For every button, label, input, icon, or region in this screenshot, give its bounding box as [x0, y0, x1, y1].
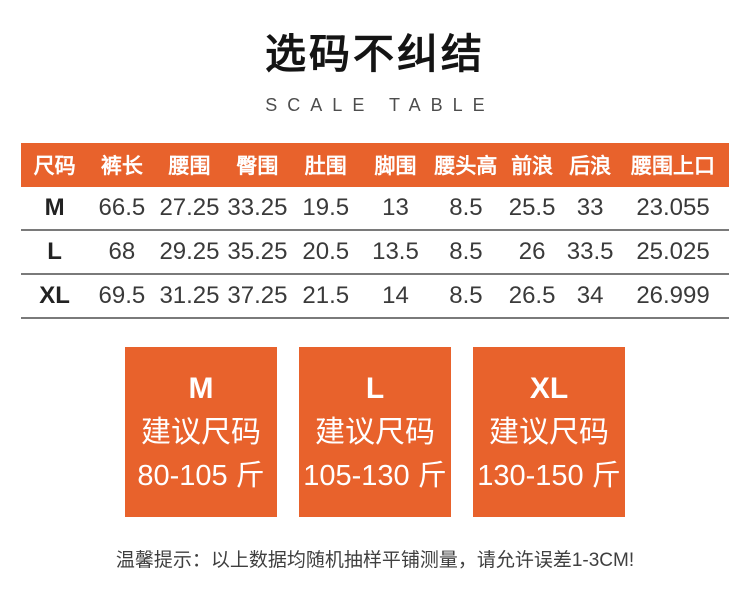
card-weight-range: 130-150 斤 — [477, 459, 621, 492]
card-size-label: XL — [529, 371, 569, 405]
table-cell: 37.25 — [223, 274, 292, 319]
column-header: 肚围 — [291, 143, 361, 187]
card-size-label: M — [188, 371, 214, 405]
table-cell: 21.5 — [291, 274, 361, 319]
column-header: 后浪 — [563, 143, 618, 187]
column-header: 腰围上口 — [617, 143, 729, 187]
row-size-label: L — [21, 230, 89, 275]
table-cell: 20.5 — [291, 230, 361, 275]
table-cell: 26.999 — [617, 274, 729, 319]
card-suggest-label: 建议尺码 — [489, 415, 609, 449]
size-table-body: M 66.5 27.25 33.25 19.5 13 8.5 25.5 33 23.055 L 68 2… — [21, 187, 729, 319]
size-recommendation-card: L 建议尺码 105-130 斤 — [299, 347, 451, 517]
table-cell: 27.25 — [155, 187, 224, 231]
column-header: 裤长 — [88, 143, 156, 187]
table-cell: 33.5 — [563, 230, 618, 275]
column-header: 脚围 — [360, 143, 431, 187]
card-weight-range: 80-105 斤 — [137, 459, 265, 492]
table-cell: 23.055 — [617, 187, 729, 231]
table-cell: 31.25 — [155, 274, 224, 319]
table-cell: 25.5 — [500, 187, 564, 231]
table-cell: 13.5 — [360, 230, 431, 275]
card-suggest-label: 建议尺码 — [141, 415, 261, 449]
size-table: 尺码 裤长 腰围 臀围 肚围 脚围 腰头高 前浪 后浪 腰围上口 M 66.5 27.25 33.25 1… — [21, 143, 729, 319]
table-cell: 25.025 — [617, 230, 729, 275]
page-subtitle: SCALE TABLE — [0, 95, 750, 116]
size-table-header-row: 尺码 裤长 腰围 臀围 肚围 脚围 腰头高 前浪 后浪 腰围上口 — [21, 143, 729, 187]
page-title: 选码不纠结 — [265, 31, 485, 77]
table-cell: 29.25 — [155, 230, 224, 275]
table-cell: 26 — [500, 230, 564, 275]
size-recommendation-cards: M 建议尺码 80-105 斤 L 建议尺码 105-130 斤 XL 建议尺码 130-150… — [0, 347, 750, 517]
table-cell: 33 — [563, 187, 618, 231]
card-weight-range: 105-130 斤 — [303, 459, 447, 492]
column-header: 臀围 — [223, 143, 292, 187]
row-size-label: M — [21, 187, 89, 231]
table-cell: 68 — [88, 230, 156, 275]
page-subtitle-text: SCALE TABLE — [265, 95, 495, 115]
table-row: M 66.5 27.25 33.25 19.5 13 8.5 25.5 33 23.055 — [21, 187, 729, 231]
column-header: 腰头高 — [430, 143, 501, 187]
measurement-tip: 温馨提示：以上数据均随机抽样平铺测量，请允许误差1-3CM! — [115, 550, 635, 571]
table-cell: 69.5 — [88, 274, 156, 319]
table-cell: 8.5 — [430, 187, 501, 231]
card-suggest-label: 建议尺码 — [315, 415, 435, 449]
card-size-label: L — [365, 371, 385, 405]
table-row: L 68 29.25 35.25 20.5 13.5 8.5 26 33.5 25.025 — [21, 230, 729, 275]
table-cell: 14 — [360, 274, 431, 319]
table-cell: 34 — [563, 274, 618, 319]
table-cell: 26.5 — [500, 274, 564, 319]
column-header: 腰围 — [155, 143, 224, 187]
table-cell: 66.5 — [88, 187, 156, 231]
size-recommendation-card: M 建议尺码 80-105 斤 — [125, 347, 277, 517]
table-cell: 33.25 — [223, 187, 292, 231]
table-cell: 8.5 — [430, 230, 501, 275]
table-cell: 35.25 — [223, 230, 292, 275]
table-cell: 8.5 — [430, 274, 501, 319]
row-size-label: XL — [21, 274, 89, 319]
column-header: 前浪 — [500, 143, 564, 187]
table-row: XL 69.5 31.25 37.25 21.5 14 8.5 26.5 34 26.999 — [21, 274, 729, 319]
table-cell: 19.5 — [291, 187, 361, 231]
table-cell: 13 — [360, 187, 431, 231]
size-recommendation-card: XL 建议尺码 130-150 斤 — [473, 347, 625, 517]
column-header: 尺码 — [21, 143, 89, 187]
